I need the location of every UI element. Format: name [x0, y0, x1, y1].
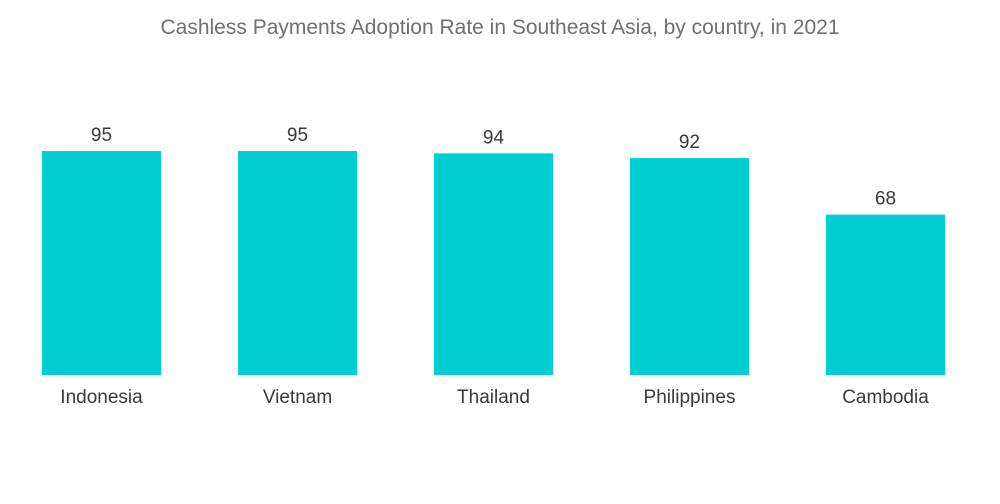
- bar-philippines: [630, 158, 749, 375]
- data-label-vietnam: 95: [287, 125, 308, 146]
- x-tick-label-cambodia: Cambodia: [842, 387, 929, 408]
- bar-thailand: [434, 153, 553, 375]
- x-tick-label-philippines: Philippines: [644, 387, 736, 408]
- x-tick-label-vietnam: Vietnam: [263, 387, 332, 408]
- x-tick-label-indonesia: Indonesia: [60, 387, 143, 408]
- x-tick-label-thailand: Thailand: [457, 387, 530, 408]
- data-label-cambodia: 68: [875, 189, 896, 210]
- data-label-thailand: 94: [483, 127, 505, 148]
- bar-vietnam: [238, 151, 357, 375]
- data-label-philippines: 92: [679, 132, 700, 153]
- data-label-indonesia: 95: [91, 125, 112, 146]
- bar-indonesia: [42, 151, 161, 375]
- bar-cambodia: [826, 215, 945, 375]
